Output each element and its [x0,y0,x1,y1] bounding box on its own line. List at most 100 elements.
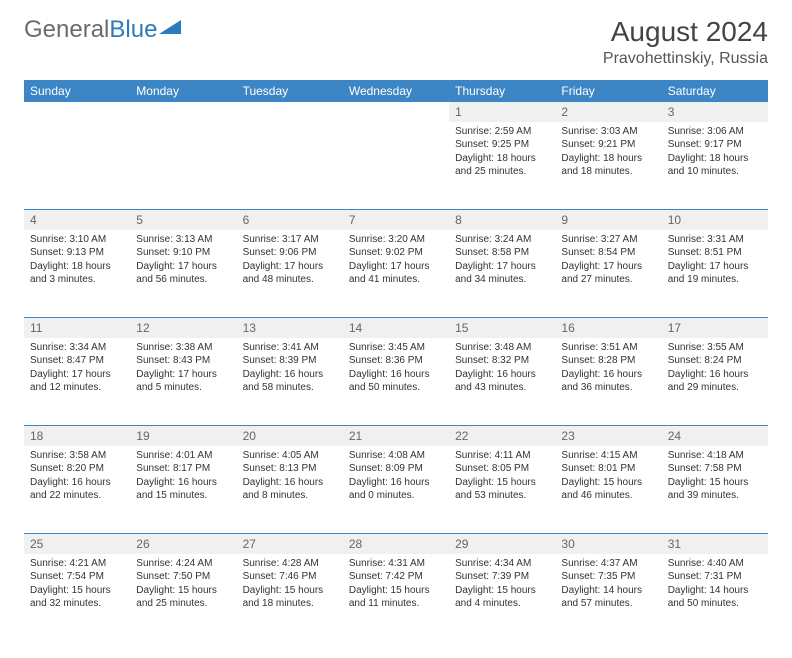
day-content: Sunrise: 3:10 AM Sunset: 9:13 PM Dayligh… [30,233,124,287]
content-row: Sunrise: 2:59 AM Sunset: 9:25 PM Dayligh… [24,122,768,210]
day-cell: Sunrise: 3:45 AM Sunset: 8:36 PM Dayligh… [343,338,449,426]
day-cell [237,122,343,210]
daynum-cell: 19 [130,426,236,446]
day-number: 20 [243,429,256,443]
daynum-cell [24,102,130,122]
day-cell: Sunrise: 3:58 AM Sunset: 8:20 PM Dayligh… [24,446,130,534]
day-cell: Sunrise: 4:34 AM Sunset: 7:39 PM Dayligh… [449,554,555,642]
day-content: Sunrise: 3:58 AM Sunset: 8:20 PM Dayligh… [30,449,124,503]
day-content: Sunrise: 3:55 AM Sunset: 8:24 PM Dayligh… [668,341,762,395]
daynum-cell: 14 [343,318,449,338]
daynum-cell: 15 [449,318,555,338]
day-number: 30 [561,537,574,551]
day-content: Sunrise: 3:31 AM Sunset: 8:51 PM Dayligh… [668,233,762,287]
daynum-cell: 9 [555,210,661,230]
daynum-cell: 21 [343,426,449,446]
logo: GeneralBlue [24,16,181,44]
content-row: Sunrise: 3:34 AM Sunset: 8:47 PM Dayligh… [24,338,768,426]
daynum-cell: 3 [662,102,768,122]
daynum-row: 1 2 3 [24,102,768,122]
day-number: 15 [455,321,468,335]
daynum-cell: 10 [662,210,768,230]
day-number: 21 [349,429,362,443]
day-cell: Sunrise: 3:31 AM Sunset: 8:51 PM Dayligh… [662,230,768,318]
day-content: Sunrise: 3:38 AM Sunset: 8:43 PM Dayligh… [136,341,230,395]
day-number: 1 [455,105,462,119]
logo-text-gray: General [24,16,109,44]
daynum-cell: 20 [237,426,343,446]
day-content: Sunrise: 3:17 AM Sunset: 9:06 PM Dayligh… [243,233,337,287]
daynum-cell [343,102,449,122]
day-content: Sunrise: 3:51 AM Sunset: 8:28 PM Dayligh… [561,341,655,395]
daynum-cell: 22 [449,426,555,446]
daynum-cell: 29 [449,534,555,554]
day-cell: Sunrise: 4:40 AM Sunset: 7:31 PM Dayligh… [662,554,768,642]
day-content: Sunrise: 4:21 AM Sunset: 7:54 PM Dayligh… [30,557,124,611]
day-number: 24 [668,429,681,443]
daynum-cell: 27 [237,534,343,554]
weekday-header: Monday [130,80,236,102]
day-number: 22 [455,429,468,443]
day-cell: Sunrise: 4:28 AM Sunset: 7:46 PM Dayligh… [237,554,343,642]
day-cell: Sunrise: 4:01 AM Sunset: 8:17 PM Dayligh… [130,446,236,534]
day-cell: Sunrise: 3:48 AM Sunset: 8:32 PM Dayligh… [449,338,555,426]
daynum-cell: 23 [555,426,661,446]
day-cell: Sunrise: 4:18 AM Sunset: 7:58 PM Dayligh… [662,446,768,534]
weekday-header: Thursday [449,80,555,102]
day-number: 17 [668,321,681,335]
location: Pravohettinskiy, Russia [603,50,768,68]
day-number: 6 [243,213,250,227]
day-number: 10 [668,213,681,227]
daynum-cell: 6 [237,210,343,230]
daynum-cell: 28 [343,534,449,554]
day-cell [24,122,130,210]
header: GeneralBlue August 2024 Pravohettinskiy,… [24,16,768,68]
content-row: Sunrise: 3:10 AM Sunset: 9:13 PM Dayligh… [24,230,768,318]
day-cell: Sunrise: 3:34 AM Sunset: 8:47 PM Dayligh… [24,338,130,426]
day-cell: Sunrise: 4:11 AM Sunset: 8:05 PM Dayligh… [449,446,555,534]
month-title: August 2024 [603,16,768,48]
day-number: 5 [136,213,143,227]
daynum-cell: 24 [662,426,768,446]
day-cell: Sunrise: 3:20 AM Sunset: 9:02 PM Dayligh… [343,230,449,318]
day-cell: Sunrise: 3:38 AM Sunset: 8:43 PM Dayligh… [130,338,236,426]
weekday-header: Saturday [662,80,768,102]
logo-text-blue: Blue [109,16,157,44]
daynum-cell [130,102,236,122]
day-number: 8 [455,213,462,227]
day-number: 16 [561,321,574,335]
day-cell: Sunrise: 3:41 AM Sunset: 8:39 PM Dayligh… [237,338,343,426]
day-number: 7 [349,213,356,227]
day-content: Sunrise: 4:01 AM Sunset: 8:17 PM Dayligh… [136,449,230,503]
content-row: Sunrise: 3:58 AM Sunset: 8:20 PM Dayligh… [24,446,768,534]
day-content: Sunrise: 3:48 AM Sunset: 8:32 PM Dayligh… [455,341,549,395]
day-number: 13 [243,321,256,335]
day-cell: Sunrise: 4:31 AM Sunset: 7:42 PM Dayligh… [343,554,449,642]
day-number: 25 [30,537,43,551]
day-content: Sunrise: 3:27 AM Sunset: 8:54 PM Dayligh… [561,233,655,287]
weekday-header: Tuesday [237,80,343,102]
day-content: Sunrise: 3:03 AM Sunset: 9:21 PM Dayligh… [561,125,655,179]
day-content: Sunrise: 4:08 AM Sunset: 8:09 PM Dayligh… [349,449,443,503]
day-content: Sunrise: 3:41 AM Sunset: 8:39 PM Dayligh… [243,341,337,395]
weekday-header: Wednesday [343,80,449,102]
daynum-cell: 2 [555,102,661,122]
daynum-cell: 30 [555,534,661,554]
daynum-cell: 31 [662,534,768,554]
day-content: Sunrise: 4:15 AM Sunset: 8:01 PM Dayligh… [561,449,655,503]
daynum-cell: 1 [449,102,555,122]
day-number: 11 [30,321,42,335]
daynum-cell: 8 [449,210,555,230]
day-cell: Sunrise: 4:21 AM Sunset: 7:54 PM Dayligh… [24,554,130,642]
day-content: Sunrise: 4:40 AM Sunset: 7:31 PM Dayligh… [668,557,762,611]
daynum-cell [237,102,343,122]
day-number: 18 [30,429,43,443]
day-content: Sunrise: 4:31 AM Sunset: 7:42 PM Dayligh… [349,557,443,611]
day-cell: Sunrise: 3:17 AM Sunset: 9:06 PM Dayligh… [237,230,343,318]
daynum-cell: 7 [343,210,449,230]
day-number: 2 [561,105,568,119]
day-content: Sunrise: 3:20 AM Sunset: 9:02 PM Dayligh… [349,233,443,287]
day-content: Sunrise: 4:37 AM Sunset: 7:35 PM Dayligh… [561,557,655,611]
daynum-cell: 26 [130,534,236,554]
day-content: Sunrise: 4:24 AM Sunset: 7:50 PM Dayligh… [136,557,230,611]
